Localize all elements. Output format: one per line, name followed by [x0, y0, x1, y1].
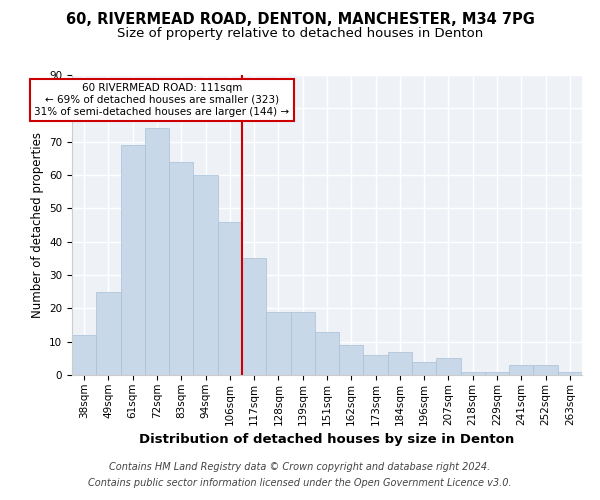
- Bar: [72, 335, 96, 375]
- Bar: [193, 175, 218, 375]
- Bar: [218, 222, 242, 375]
- Bar: [364, 355, 388, 375]
- Bar: [121, 145, 145, 375]
- Bar: [485, 372, 509, 375]
- Bar: [461, 372, 485, 375]
- Bar: [315, 332, 339, 375]
- Bar: [242, 258, 266, 375]
- Bar: [388, 352, 412, 375]
- Text: Size of property relative to detached houses in Denton: Size of property relative to detached ho…: [117, 28, 483, 40]
- Y-axis label: Number of detached properties: Number of detached properties: [31, 132, 44, 318]
- Bar: [145, 128, 169, 375]
- Text: 60, RIVERMEAD ROAD, DENTON, MANCHESTER, M34 7PG: 60, RIVERMEAD ROAD, DENTON, MANCHESTER, …: [65, 12, 535, 28]
- Bar: [96, 292, 121, 375]
- Bar: [509, 365, 533, 375]
- Bar: [436, 358, 461, 375]
- Bar: [558, 372, 582, 375]
- Text: 60 RIVERMEAD ROAD: 111sqm
← 69% of detached houses are smaller (323)
31% of semi: 60 RIVERMEAD ROAD: 111sqm ← 69% of detac…: [34, 84, 289, 116]
- Bar: [533, 365, 558, 375]
- Bar: [169, 162, 193, 375]
- Text: Distribution of detached houses by size in Denton: Distribution of detached houses by size …: [139, 432, 515, 446]
- Bar: [412, 362, 436, 375]
- Bar: [339, 345, 364, 375]
- Text: Contains public sector information licensed under the Open Government Licence v3: Contains public sector information licen…: [88, 478, 512, 488]
- Bar: [290, 312, 315, 375]
- Bar: [266, 312, 290, 375]
- Text: Contains HM Land Registry data © Crown copyright and database right 2024.: Contains HM Land Registry data © Crown c…: [109, 462, 491, 472]
